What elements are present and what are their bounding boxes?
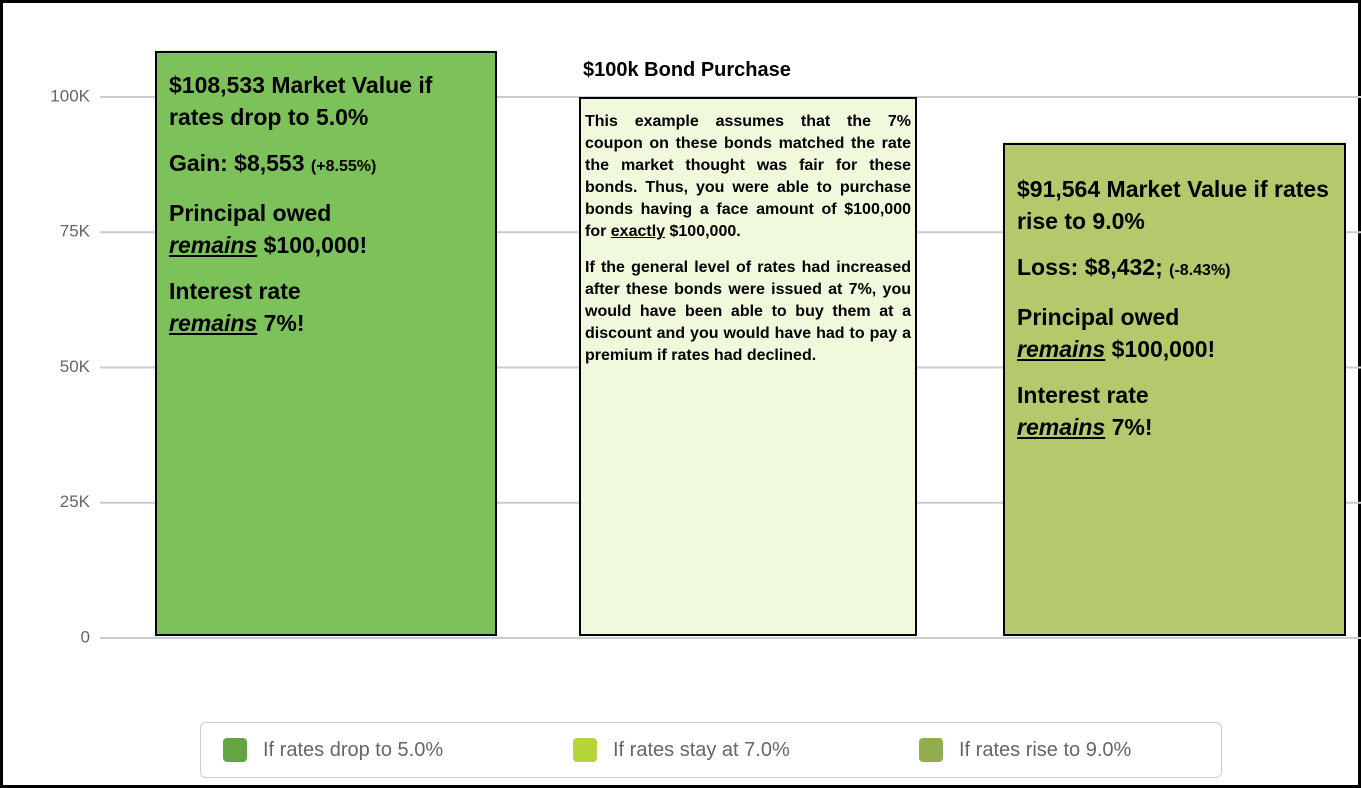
label-text: Loss: $8,432; <box>1017 253 1163 280</box>
label-text: $100,000! <box>1111 335 1216 362</box>
legend-swatch <box>573 738 597 762</box>
label-text: If the general level of rates had increa… <box>585 259 911 364</box>
y-tick-label: 25K <box>60 492 91 511</box>
label-para: Gain: $8,553 (+8.55%) <box>169 147 483 183</box>
label-text: $91,564 Market Value if rates rise to 9.… <box>1017 175 1329 234</box>
y-tick-label: 100K <box>50 86 90 105</box>
label-text: $108,533 Market Value if rates drop to 5… <box>169 71 433 130</box>
label-text: remains <box>1017 335 1106 362</box>
label-para: $91,564 Market Value if rates rise to 9.… <box>1017 173 1332 237</box>
label-para: Principal owed remains $100,000! <box>1017 301 1332 365</box>
label-para: $108,533 Market Value if rates drop to 5… <box>169 69 483 133</box>
label-para: This example assumes that the 7% coupon … <box>585 111 911 243</box>
label-text: $100,000! <box>263 231 368 258</box>
y-tick-label: 75K <box>60 222 91 241</box>
label-para: Interest rate remains 7%! <box>1017 379 1332 443</box>
label-text: exactly <box>610 223 666 240</box>
label-text: (+8.55%) <box>310 157 377 175</box>
bar-label: $108,533 Market Value if rates drop to 5… <box>155 50 497 636</box>
label-text: 7%! <box>263 309 305 336</box>
label-text: Gain: $8,553 <box>169 149 305 176</box>
label-text: 7%! <box>1111 413 1153 440</box>
legend-label: If rates rise to 9.0% <box>959 739 1132 761</box>
label-para: Interest rate remains 7%! <box>169 275 483 339</box>
label-para: If the general level of rates had increa… <box>585 257 911 367</box>
legend-swatch <box>223 738 247 762</box>
label-text: Interest rate <box>169 277 301 304</box>
label-text: remains <box>169 309 258 336</box>
bar-label: This example assumes that the 7% coupon … <box>579 97 917 636</box>
legend: If rates drop to 5.0% If rates stay at 7.… <box>200 722 1222 778</box>
y-tick-label: 0 <box>81 627 90 646</box>
label-para: Principal owed remains $100,000! <box>169 197 483 261</box>
chart-title: $100k Bond Purchase <box>583 59 791 81</box>
label-text: remains <box>1017 413 1106 440</box>
bar-label: $91,564 Market Value if rates rise to 9.… <box>1003 142 1346 636</box>
label-text: Principal owed <box>169 199 332 226</box>
legend-swatch <box>919 738 943 762</box>
label-text: This example assumes that the 7% coupon … <box>585 113 911 240</box>
label-text: (-8.43%) <box>1169 261 1231 279</box>
legend-label: If rates drop to 5.0% <box>263 739 444 761</box>
legend-label: If rates stay at 7.0% <box>613 739 790 761</box>
y-tick-label: 50K <box>60 357 91 376</box>
label-text: Principal owed <box>1017 303 1180 330</box>
label-text: $100,000. <box>669 223 741 240</box>
label-text: remains <box>169 231 258 258</box>
label-text: Interest rate <box>1017 381 1149 408</box>
label-para: Loss: $8,432; (-8.43%) <box>1017 251 1332 287</box>
